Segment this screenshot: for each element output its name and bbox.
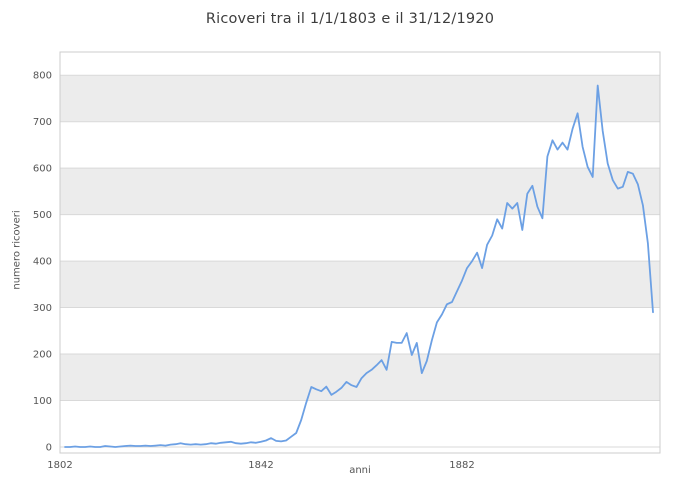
y-tick-label: 200 bbox=[33, 350, 52, 361]
y-tick-label: 400 bbox=[33, 257, 52, 268]
y-tick-label: 300 bbox=[33, 303, 52, 314]
y-tick-label: 0 bbox=[46, 442, 52, 453]
plot-band bbox=[60, 75, 660, 122]
y-tick-label: 700 bbox=[33, 117, 52, 128]
x-tick-label: 1842 bbox=[248, 460, 273, 471]
plot-band bbox=[60, 168, 660, 215]
plot-band bbox=[60, 354, 660, 401]
x-tick-label: 1882 bbox=[449, 460, 474, 471]
x-tick-label: 1802 bbox=[47, 460, 72, 471]
plot-border bbox=[59, 51, 661, 454]
y-tick-label: 600 bbox=[33, 164, 52, 175]
y-tick-label: 800 bbox=[33, 71, 52, 82]
data-line bbox=[64, 84, 654, 448]
y-tick-label: 500 bbox=[33, 210, 52, 221]
plot-band bbox=[60, 261, 660, 308]
chart-title: Ricoveri tra il 1/1/1803 e il 31/12/1920 bbox=[205, 11, 495, 27]
y-tick-label: 100 bbox=[33, 396, 52, 407]
x-axis-title: anni bbox=[349, 465, 371, 476]
